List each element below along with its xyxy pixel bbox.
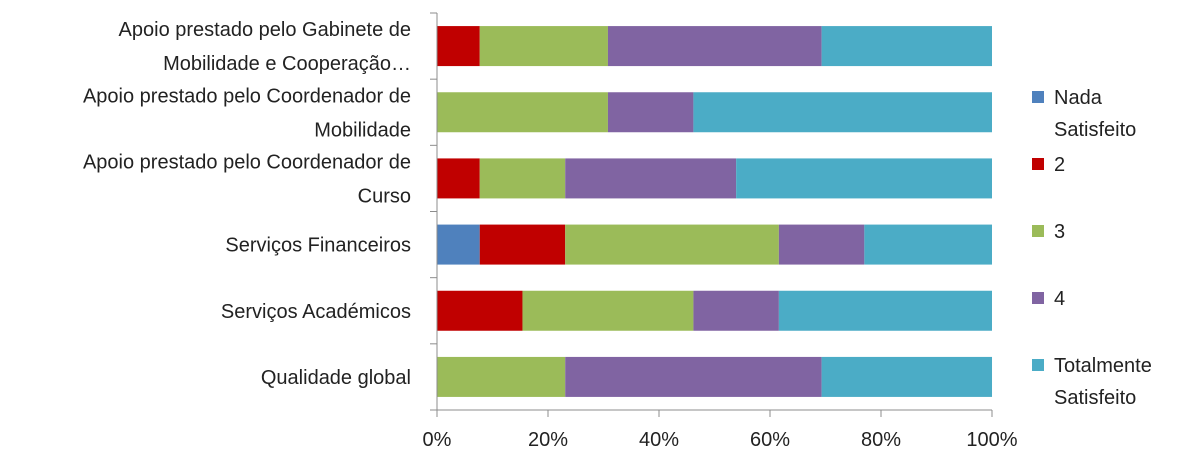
category-label-2-line0: Apoio prestado pelo Coordenador de [83, 151, 411, 173]
legend-label-0-line0: Nada [1054, 87, 1103, 109]
legend-swatch-0 [1032, 91, 1044, 103]
bar-segment-row5-series4 [821, 356, 993, 397]
bar-segment-row3-series1 [479, 224, 566, 265]
bar-segment-row4-series3 [693, 290, 779, 331]
bar-segment-row5-series3 [565, 356, 822, 397]
x-tick-label-1: 20% [528, 429, 568, 451]
bar-segment-row4-series4 [778, 290, 992, 331]
bar-segment-row3-series0 [437, 224, 480, 265]
category-label-2-line1: Curso [358, 185, 411, 207]
bar-segment-row1-series3 [607, 92, 694, 133]
bar-segment-row4-series1 [437, 290, 523, 331]
legend-swatch-1 [1032, 158, 1044, 170]
category-label-1-line0: Apoio prestado pelo Coordenador de [83, 85, 411, 107]
bar-segment-row0-series3 [607, 26, 822, 67]
category-label-5-line0: Qualidade global [261, 367, 411, 389]
bar-segment-row0-series2 [479, 26, 608, 67]
bar-segment-row2-series2 [479, 158, 566, 199]
legend-label-0-line1: Satisfeito [1054, 119, 1136, 141]
legend-swatch-2 [1032, 225, 1044, 237]
legend-label-3-line0: 4 [1054, 288, 1065, 310]
bar-segment-row0-series1 [437, 26, 480, 67]
x-tick-label-2: 40% [639, 429, 679, 451]
category-label-3-line0: Serviços Financeiros [225, 235, 411, 257]
bar-segment-row3-series2 [565, 224, 779, 265]
category-label-0-line1: Mobilidade e Cooperação… [163, 53, 411, 75]
legend-swatch-4 [1032, 359, 1044, 371]
category-label-4-line0: Serviços Académicos [221, 301, 411, 323]
x-tick-label-4: 80% [861, 429, 901, 451]
legend-label-4-line1: Satisfeito [1054, 387, 1136, 409]
x-tick-label-5: 100% [966, 429, 1017, 451]
category-label-1-line1: Mobilidade [314, 119, 411, 141]
legend-label-4-line0: Totalmente [1054, 355, 1152, 377]
legend-label-2-line0: 3 [1054, 221, 1065, 243]
bar-segment-row0-series4 [821, 26, 992, 67]
legend-swatch-3 [1032, 292, 1044, 304]
bar-segment-row3-series4 [864, 224, 992, 265]
bar-segment-row1-series4 [693, 92, 992, 133]
bar-segment-row2-series3 [565, 158, 737, 199]
legend-label-1-line0: 2 [1054, 154, 1065, 176]
x-tick-label-3: 60% [750, 429, 790, 451]
bar-segment-row2-series4 [736, 158, 992, 199]
bar-segment-row4-series2 [522, 290, 694, 331]
category-label-0-line0: Apoio prestado pelo Gabinete de [119, 19, 411, 41]
x-tick-label-0: 0% [423, 429, 452, 451]
bar-segment-row3-series3 [778, 224, 865, 265]
bar-segment-row2-series1 [437, 158, 480, 199]
bar-segment-row5-series2 [437, 356, 566, 397]
bar-segment-row1-series2 [437, 92, 608, 133]
